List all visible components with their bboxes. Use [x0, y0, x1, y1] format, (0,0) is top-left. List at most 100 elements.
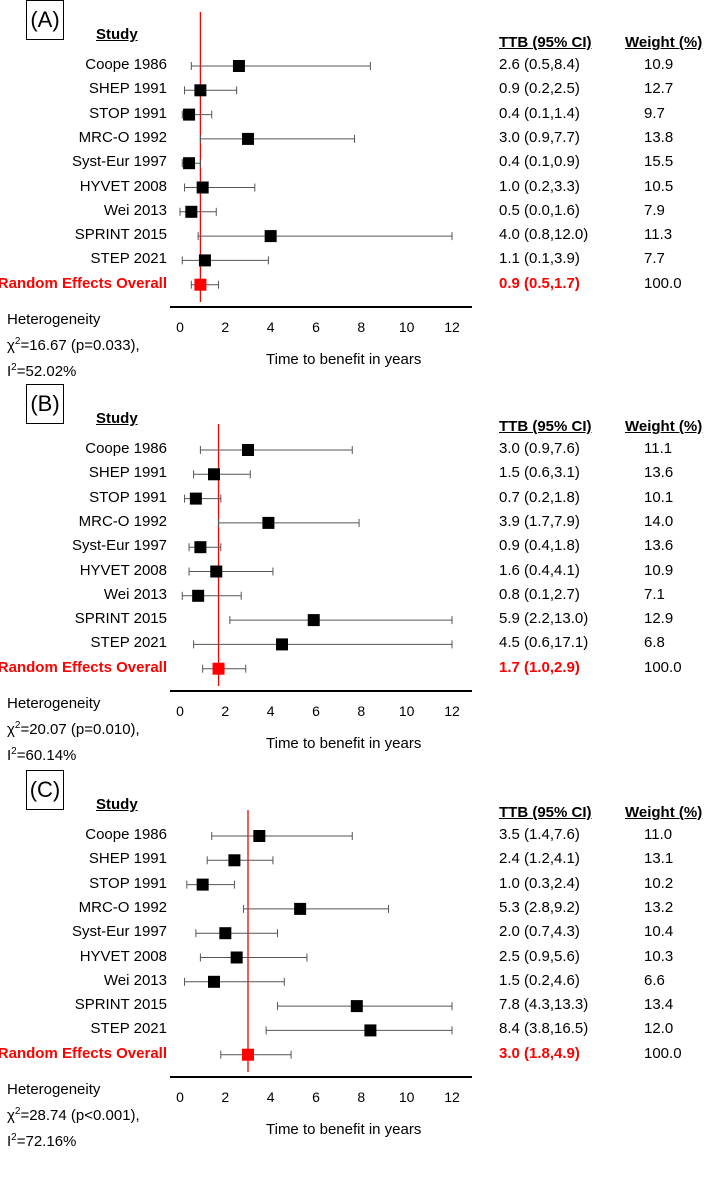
- chi-square-statistic: χ2=16.67 (p=0.033),: [7, 331, 140, 357]
- x-tick-label: 6: [312, 703, 320, 719]
- study-ttb-value: 4.5 (0.6,17.1): [499, 634, 589, 652]
- heterogeneity-stats: Heterogeneity χ2=16.67 (p=0.033), I2=52.02…: [7, 309, 140, 383]
- study-estimate-marker: [194, 84, 207, 97]
- study-weight-value: 9.7: [644, 104, 665, 122]
- forest-plot-area: 0 2 4 6 8 10 12: [170, 810, 472, 1105]
- study-ttb-value: 2.4 (1.2,4.1): [499, 850, 580, 868]
- i-square-statistic: I2=72.16%: [7, 1127, 140, 1153]
- overall-weight-value: 100.0: [644, 1044, 682, 1062]
- overall-ttb-value: 0.9 (0.5,1.7): [499, 274, 580, 292]
- study-weight-value: 6.8: [644, 634, 665, 652]
- study-ttb-value: 0.8 (0.1,2.7): [499, 585, 580, 603]
- study-weight-value: 10.5: [644, 177, 674, 195]
- chi-exponent: 2: [14, 336, 21, 347]
- study-ttb-value: 2.5 (0.9,5.6): [499, 947, 580, 965]
- heterogeneity-title: Heterogeneity: [7, 1081, 101, 1098]
- study-name: Coope 1986: [85, 440, 167, 457]
- study-estimate-marker: [364, 1024, 377, 1037]
- x-tick-label: 12: [444, 703, 460, 719]
- study-name: STEP 2021: [90, 634, 167, 652]
- study-name: Coope 1986: [85, 826, 167, 843]
- x-tick-label: 0: [176, 1089, 184, 1105]
- i-exponent: 2: [11, 1132, 17, 1143]
- study-column-header: Study: [96, 26, 138, 43]
- study-weight-value: 11.0: [644, 826, 673, 843]
- study-estimate-marker: [276, 638, 288, 651]
- i-symbol: I: [7, 1133, 12, 1150]
- study-name: STEP 2021: [90, 250, 167, 268]
- overall-estimate-marker: [212, 662, 225, 675]
- weight-column-header: Weight (%): [625, 34, 703, 51]
- study-estimate-marker: [192, 589, 205, 602]
- study-estimate-marker: [264, 230, 277, 243]
- study-estimate-marker: [228, 854, 241, 867]
- study-ttb-value: 2.6 (0.5,8.4): [499, 56, 580, 73]
- panel-label: (C): [26, 770, 64, 810]
- study-ttb-value: 0.9 (0.2,2.5): [499, 80, 580, 98]
- ttb-column-header: TTB (95% CI): [499, 34, 592, 51]
- i-symbol: I: [7, 363, 12, 380]
- study-weight-value: 13.6: [644, 464, 674, 482]
- study-estimate-marker: [198, 254, 211, 267]
- x-tick-label: 6: [312, 319, 320, 335]
- x-tick-label: 10: [399, 319, 415, 335]
- weight-column-header: Weight (%): [625, 418, 703, 435]
- chi-symbol: χ: [7, 1107, 15, 1124]
- heterogeneity-stats: Heterogeneity χ2=20.07 (p=0.010), I2=60.14…: [7, 693, 140, 767]
- study-estimate-marker: [294, 902, 307, 915]
- study-name: HYVET 2008: [79, 561, 167, 579]
- study-estimate-marker: [242, 444, 254, 456]
- ttb-column-header: TTB (95% CI): [499, 418, 592, 435]
- overall-ttb-value: 1.7 (1.0,2.9): [499, 658, 580, 676]
- overall-ttb-value: 3.0 (1.8,4.9): [499, 1044, 580, 1062]
- x-tick-label: 12: [444, 1089, 460, 1105]
- x-axis-title: Time to benefit in years: [266, 735, 422, 752]
- study-name: SPRINT 2015: [74, 610, 167, 628]
- study-weight-value: 13.2: [644, 898, 674, 916]
- study-estimate-marker: [196, 878, 209, 891]
- overall-label: Random Effects Overall: [0, 274, 167, 292]
- study-estimate-marker: [219, 927, 232, 940]
- x-tick-label: 10: [399, 703, 415, 719]
- chi-exponent: 2: [14, 720, 21, 731]
- study-weight-value: 7.1: [644, 585, 665, 603]
- study-ttb-value: 0.7 (0.2,1.8): [499, 488, 580, 506]
- study-estimate-marker: [232, 60, 245, 72]
- study-estimate-marker: [230, 951, 243, 964]
- x-tick-label: 8: [357, 319, 365, 335]
- study-estimate-marker: [183, 108, 196, 121]
- overall-label: Random Effects Overall: [0, 1044, 167, 1062]
- forest-panel: (B) Study TTB (95% CI) Weight (%) 0 2 4 6 8 10 12 C…: [0, 384, 709, 774]
- study-name: SPRINT 2015: [74, 226, 167, 244]
- study-estimate-marker: [189, 492, 202, 505]
- panel-label: (B): [26, 384, 64, 424]
- weight-column-header: Weight (%): [625, 804, 703, 821]
- study-ttb-value: 1.0 (0.3,2.4): [499, 874, 580, 892]
- i-exponent: 2: [11, 362, 17, 373]
- study-estimate-marker: [194, 541, 207, 554]
- study-name: Syst-Eur 1997: [71, 537, 167, 555]
- study-ttb-value: 5.9 (2.2,13.0): [499, 610, 589, 628]
- x-axis-title: Time to benefit in years: [266, 351, 422, 368]
- study-estimate-marker: [210, 565, 223, 578]
- panel-label: (A): [26, 0, 64, 40]
- study-name: SHEP 1991: [88, 850, 167, 868]
- study-name: SHEP 1991: [88, 80, 167, 98]
- study-estimate-marker: [208, 975, 220, 988]
- x-tick-label: 8: [357, 703, 365, 719]
- study-ttb-value: 2.0 (0.7,4.3): [499, 923, 580, 941]
- x-tick-label: 2: [221, 319, 229, 335]
- study-ttb-value: 1.0 (0.2,3.3): [499, 177, 580, 195]
- study-name: Wei 2013: [103, 971, 167, 989]
- study-ttb-value: 7.8 (4.3,13.3): [499, 996, 589, 1014]
- study-ttb-value: 0.4 (0.1,1.4): [499, 104, 580, 122]
- study-name: SPRINT 2015: [74, 996, 167, 1014]
- study-weight-value: 13.1: [644, 850, 674, 868]
- overall-estimate-marker: [242, 1048, 254, 1061]
- chi-square-statistic: χ2=28.74 (p<0.001),: [7, 1101, 140, 1127]
- study-estimate-marker: [262, 516, 275, 529]
- study-name: SHEP 1991: [88, 464, 167, 482]
- forest-panel: (A) Study TTB (95% CI) Weight (%) 0 2 4 6 8 10 12 C…: [0, 0, 709, 390]
- forest-plot-area: 0 2 4 6 8 10 12: [170, 424, 472, 719]
- i-value: =52.02%: [16, 363, 77, 380]
